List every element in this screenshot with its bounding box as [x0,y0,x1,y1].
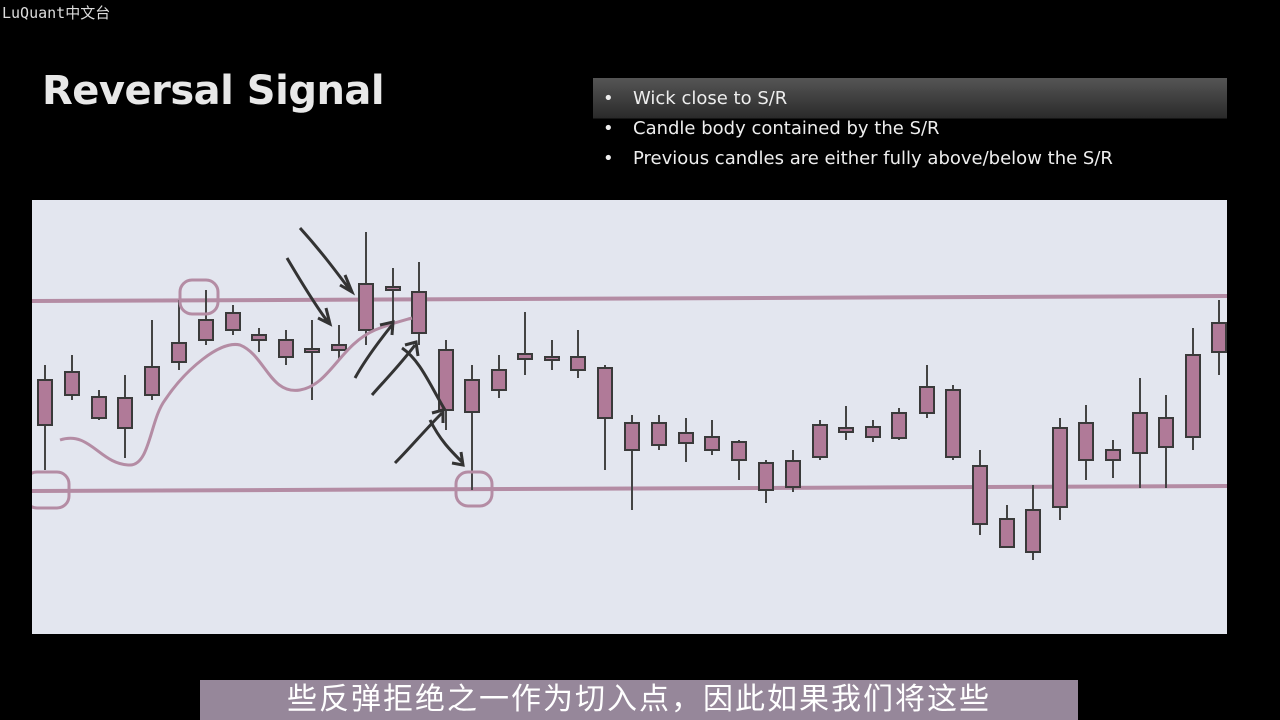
candle-body [117,397,133,429]
candle-body [171,342,187,363]
candle-body [1105,449,1121,461]
chart-background [32,200,1227,634]
bullet-list: Wick close to S/R Candle body contained … [593,78,1227,174]
candle-body [464,379,480,413]
candle-body [678,432,694,444]
candle-body [704,436,720,451]
candle-body [731,441,747,461]
candle-body [999,518,1015,548]
chart-image [32,200,1227,634]
candle-body [251,334,267,341]
watermark: LuQuant中文台 [2,4,111,22]
candle-body [331,344,347,351]
candle-body [865,426,881,438]
candle-body [358,283,374,331]
candle-body [544,356,560,361]
candle-body [411,291,427,334]
candle-body [1158,417,1174,448]
candle-body [651,422,667,446]
candles [37,232,1227,560]
hand-arrows [285,226,465,467]
candle-body [838,427,854,433]
candle-body [919,386,935,414]
candle-body [491,369,507,391]
candle-body [758,462,774,491]
candle-body [198,319,214,341]
candle-body [91,396,107,419]
candle-body [972,465,988,525]
candle-body [1185,354,1201,438]
candle-body [225,312,241,331]
candle-body [624,422,640,451]
candle-body [1132,412,1148,454]
candle-body [517,353,533,360]
candle-body [37,379,53,426]
bullet: Wick close to S/R [593,84,1227,114]
support-line [32,484,1227,493]
candle-body [144,366,160,396]
candle-body [304,348,320,353]
candle-body [812,424,828,458]
resistance-line [32,294,1227,303]
candle-body [438,349,454,411]
candle-body [1211,322,1227,353]
candle-body [1078,422,1094,461]
candle-body [385,286,401,291]
candle-body [945,389,961,458]
candle-body [891,412,907,439]
candle-body [785,460,801,488]
bullet: Candle body contained by the S/R [593,114,1227,144]
bullet: Previous candles are either fully above/… [593,144,1227,174]
annotations [32,278,494,510]
subtitle-caption: 些反弹拒绝之一作为切入点，因此如果我们将这些 [200,680,1078,720]
candle-body [278,339,294,358]
candle-body [64,371,80,396]
candle-body [597,367,613,419]
candle-body [570,356,586,371]
candle-body [1052,427,1068,508]
slide-title: Reversal Signal [42,68,385,114]
candle-body [1025,509,1041,553]
